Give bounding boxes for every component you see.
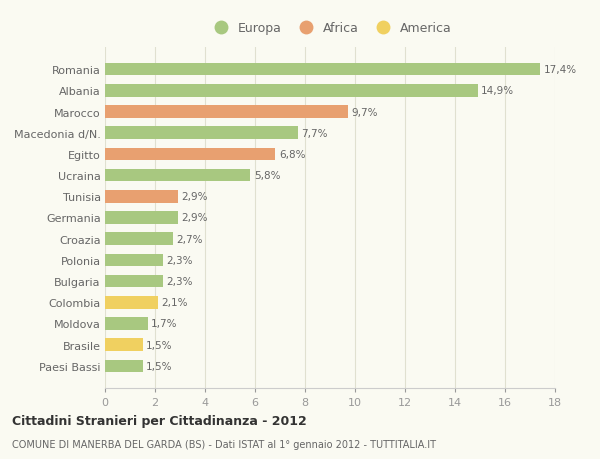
Text: Cittadini Stranieri per Cittadinanza - 2012: Cittadini Stranieri per Cittadinanza - 2… (12, 414, 307, 428)
Text: COMUNE DI MANERBA DEL GARDA (BS) - Dati ISTAT al 1° gennaio 2012 - TUTTITALIA.IT: COMUNE DI MANERBA DEL GARDA (BS) - Dati … (12, 440, 436, 449)
Legend: Europa, Africa, America: Europa, Africa, America (203, 17, 457, 40)
Text: 2,9%: 2,9% (181, 213, 208, 223)
Text: 17,4%: 17,4% (544, 65, 577, 75)
Bar (105, 85, 478, 97)
Bar (105, 296, 157, 309)
Bar (105, 212, 178, 224)
Text: 2,9%: 2,9% (181, 192, 208, 202)
Text: 1,5%: 1,5% (146, 361, 173, 371)
Text: 2,3%: 2,3% (166, 276, 193, 286)
Text: 1,5%: 1,5% (146, 340, 173, 350)
Bar (105, 190, 178, 203)
Text: 2,7%: 2,7% (176, 234, 203, 244)
Text: 5,8%: 5,8% (254, 171, 280, 181)
Text: 2,1%: 2,1% (161, 297, 188, 308)
Bar (105, 64, 540, 76)
Bar (105, 233, 173, 246)
Bar (105, 360, 143, 372)
Text: 7,7%: 7,7% (301, 129, 328, 139)
Bar (105, 275, 163, 288)
Bar (105, 318, 148, 330)
Text: 2,3%: 2,3% (166, 255, 193, 265)
Bar (105, 127, 298, 140)
Bar (105, 106, 347, 118)
Text: 1,7%: 1,7% (151, 319, 178, 329)
Text: 6,8%: 6,8% (279, 150, 305, 160)
Bar (105, 339, 143, 351)
Text: 9,7%: 9,7% (351, 107, 378, 117)
Bar (105, 254, 163, 267)
Bar (105, 148, 275, 161)
Text: 14,9%: 14,9% (481, 86, 514, 96)
Bar (105, 169, 250, 182)
